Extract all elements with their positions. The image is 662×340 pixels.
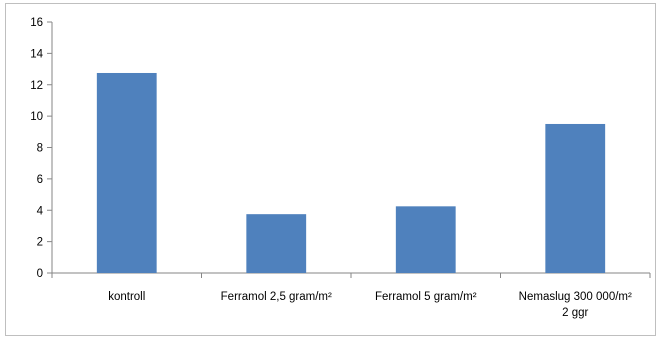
y-tick-label: 0 [37, 268, 43, 280]
y-tick-label: 10 [30, 111, 43, 123]
y-tick-label: 16 [30, 17, 43, 29]
bar [395, 206, 456, 273]
y-tick-label: 2 [37, 237, 43, 249]
x-category-label: Nemaslug 300 000/m² [519, 291, 632, 303]
x-category-label: Ferramol 2,5 gram/m² [221, 291, 332, 303]
bar [545, 123, 606, 273]
y-tick-label: 12 [30, 80, 43, 92]
y-tick-label: 4 [37, 205, 44, 217]
y-tick-label: 6 [37, 174, 43, 186]
y-tick-label: 8 [37, 143, 43, 155]
x-category-label: Ferramol 5 gram/m² [375, 291, 477, 303]
bar [96, 72, 157, 273]
x-category-label: 2 ggr [562, 307, 588, 319]
x-category-label: kontroll [108, 291, 145, 303]
y-tick-label: 14 [30, 48, 43, 60]
bar [246, 214, 307, 273]
